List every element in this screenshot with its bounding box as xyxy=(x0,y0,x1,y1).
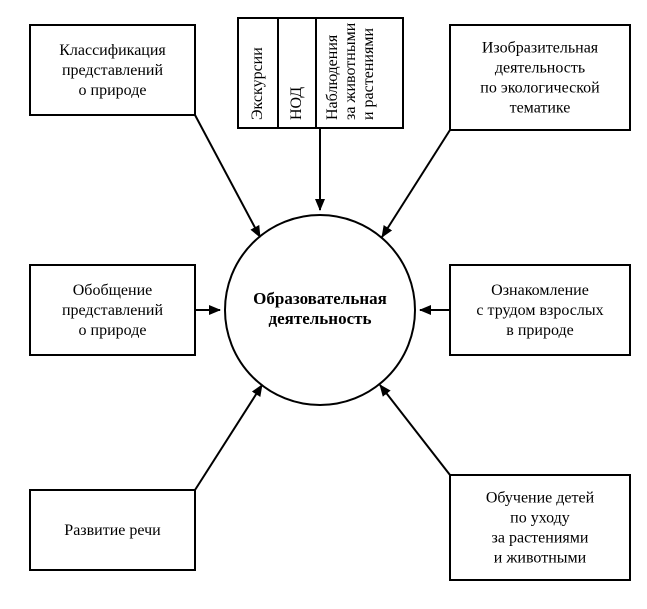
label-observations: Наблюденияза животнымии растениями xyxy=(324,22,377,120)
diagram-canvas: Образовательнаядеятельность Классификация… xyxy=(0,0,647,609)
label-nod: НОД xyxy=(288,87,305,120)
label-classification: Классификацияпредставленийо природе xyxy=(59,42,166,99)
arrow-speech xyxy=(195,385,262,490)
label-adults-work: Ознакомлениес трудом взрослыхв природе xyxy=(476,282,603,339)
label-care-training: Обучение детейпо уходуза растениямии жив… xyxy=(486,490,595,567)
svg-text:Наблюденияза животнымии растен: Наблюденияза животнымии растениями xyxy=(324,22,377,120)
label-speech: Развитие речи xyxy=(64,522,161,539)
center-label: Образовательнаядеятельность xyxy=(253,289,387,328)
label-generalization: Обобщениепредставленийо природе xyxy=(62,282,164,339)
arrow-care-training xyxy=(380,385,450,475)
svg-text:НОД: НОД xyxy=(288,87,305,120)
arrow-classification xyxy=(195,115,260,237)
label-art: Изобразительнаядеятельностьпо экологичес… xyxy=(480,40,600,117)
svg-text:Экскурсии: Экскурсии xyxy=(249,47,266,120)
arrow-art xyxy=(382,130,450,237)
label-excursions: Экскурсии xyxy=(249,47,266,120)
